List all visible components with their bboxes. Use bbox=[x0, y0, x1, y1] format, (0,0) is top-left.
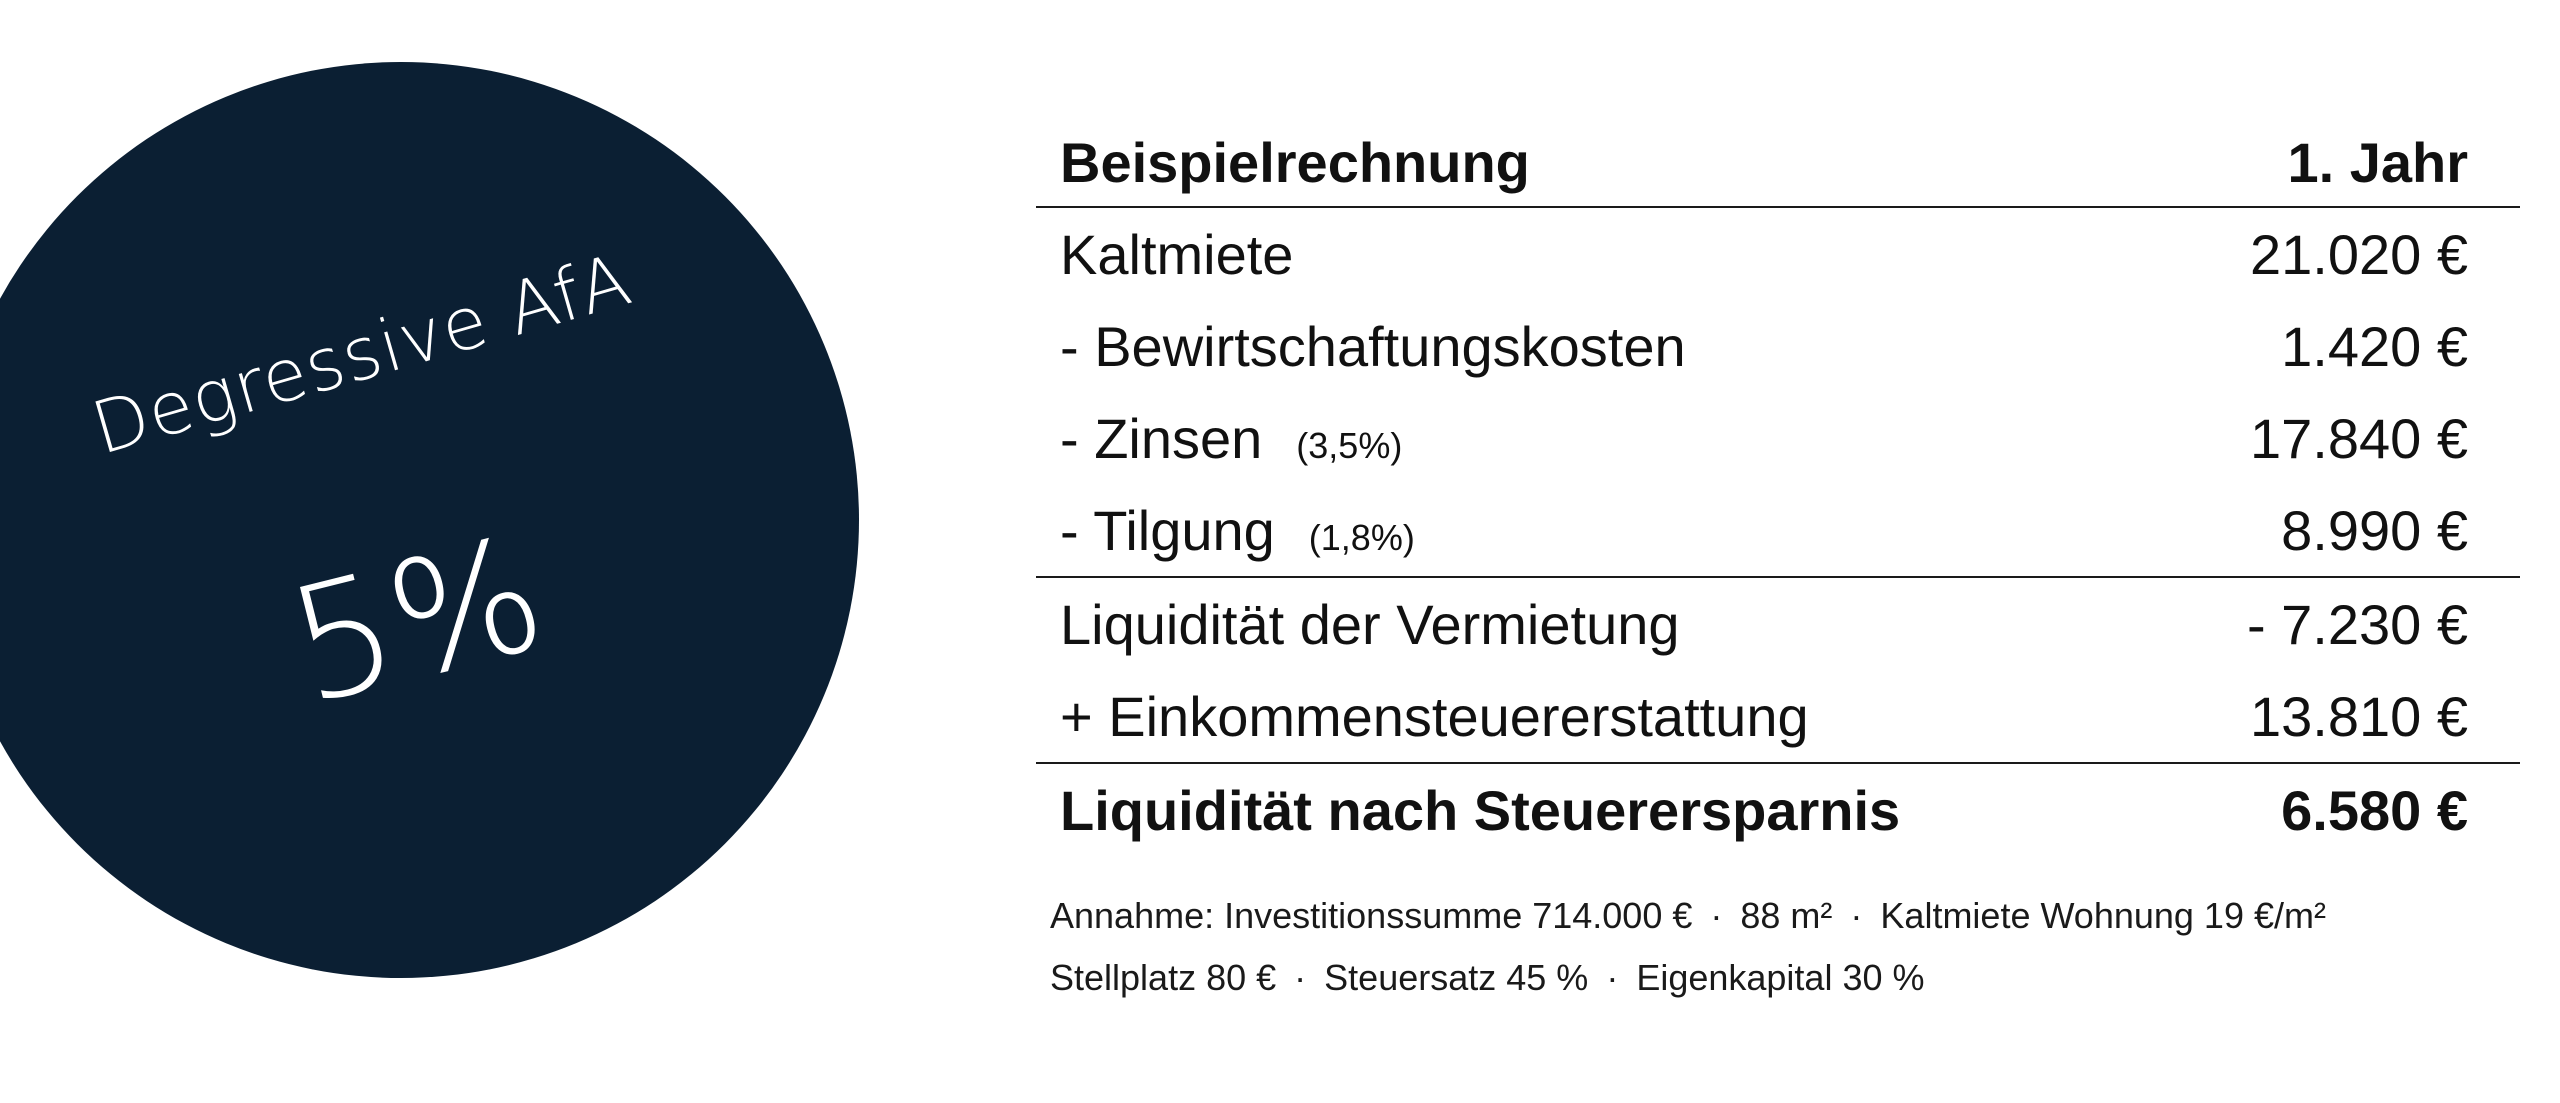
header-value: 1. Jahr bbox=[2287, 130, 2468, 194]
row-value: 8.990 € bbox=[2281, 498, 2468, 562]
row-label: Liquidität der Vermietung bbox=[1060, 592, 1680, 656]
row-value: 17.840 € bbox=[2250, 406, 2468, 470]
row-label: Kaltmiete bbox=[1060, 222, 1294, 286]
footnote-line-2: Stellplatz 80 € · Steuersatz 45 % · Eigenkap… bbox=[1050, 957, 1925, 998]
assumptions-footnote: Annahme: Investitionssumme 714.000 € · 88 … bbox=[1050, 885, 2326, 1009]
afa-badge: Degressive AfA 5% bbox=[0, 62, 859, 978]
row-value: 21.020 € bbox=[2250, 222, 2468, 286]
divider bbox=[1036, 206, 2520, 208]
row-value: - 7.230 € bbox=[2246, 592, 2468, 656]
row-label: - Bewirtschaftungskosten bbox=[1060, 314, 1686, 378]
divider bbox=[1036, 576, 2520, 578]
row-note: (3,5%) bbox=[1296, 424, 1403, 466]
header-label: Beispielrechnung bbox=[1060, 130, 1530, 194]
row-label: + Einkommensteuererstattung bbox=[1060, 684, 1809, 748]
row-label: - Zinsen (3,5%) bbox=[1060, 406, 1403, 470]
example-calculation-table: Beispielrechnung 1. Jahr Kaltmiete 21.02… bbox=[1036, 118, 2520, 856]
table-row: + Einkommensteuererstattung 13.810 € bbox=[1036, 670, 2520, 762]
table-row: Liquidität der Vermietung - 7.230 € bbox=[1036, 578, 2520, 670]
total-row: Liquidität nach Steuerersparnis 6.580 € bbox=[1036, 764, 2520, 856]
table-row: - Bewirtschaftungskosten 1.420 € bbox=[1036, 300, 2520, 392]
row-note: (1,8%) bbox=[1308, 516, 1415, 558]
footnote-line-1: Annahme: Investitionssumme 714.000 € · 88 … bbox=[1050, 895, 2326, 936]
divider bbox=[1036, 762, 2520, 764]
table-row: - Zinsen (3,5%) 17.840 € bbox=[1036, 392, 2520, 484]
afa-badge-label: Degressive AfA bbox=[83, 236, 641, 471]
total-label: Liquidität nach Steuerersparnis bbox=[1060, 778, 1901, 842]
row-value: 13.810 € bbox=[2250, 684, 2468, 748]
row-label: - Tilgung (1,8%) bbox=[1060, 498, 1415, 562]
afa-badge-value: 5% bbox=[273, 501, 561, 741]
row-value: 1.420 € bbox=[2281, 314, 2468, 378]
table-row: Kaltmiete 21.020 € bbox=[1036, 208, 2520, 300]
total-value: 6.580 € bbox=[2281, 778, 2468, 842]
table-header: Beispielrechnung 1. Jahr bbox=[1036, 118, 2520, 206]
table-row: - Tilgung (1,8%) 8.990 € bbox=[1036, 484, 2520, 576]
